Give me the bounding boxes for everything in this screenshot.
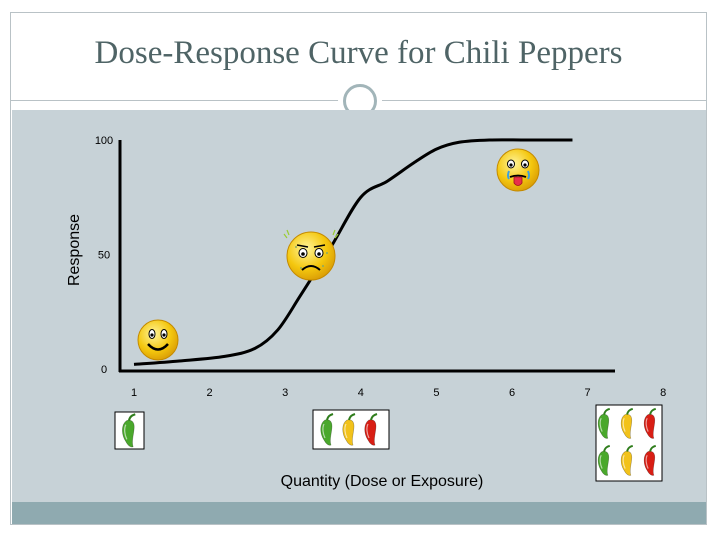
chili-pepper-icon <box>643 407 657 439</box>
happy-face-icon <box>137 319 179 361</box>
title-divider-right <box>382 100 707 101</box>
y-tick-label: 50 <box>98 250 110 262</box>
chili-pepper-icon <box>364 413 378 446</box>
x-axis-title: Quantity (Dose or Exposure) <box>281 473 484 490</box>
burning-tongue-face-icon <box>496 148 540 192</box>
chili-pepper-icon <box>643 444 657 476</box>
x-tick-label: 3 <box>282 387 288 399</box>
y-tick-label: 0 <box>101 364 107 376</box>
x-tick-label: 1 <box>131 387 137 399</box>
x-tick-label: 2 <box>207 387 213 399</box>
dose-response-curve <box>133 138 573 366</box>
chili-pepper-icon <box>597 407 611 439</box>
y-tick-label: 100 <box>95 135 113 147</box>
x-tick-label: 6 <box>509 387 515 399</box>
chili-peppers-3 <box>312 409 390 450</box>
chili-pepper-icon <box>620 407 634 439</box>
chili-pepper-icon <box>620 444 634 476</box>
x-tick-label: 4 <box>358 387 364 399</box>
chili-peppers-6 <box>595 404 663 482</box>
title-divider-left <box>10 100 340 101</box>
x-tick-label: 7 <box>585 387 591 399</box>
sick-face-icon <box>283 229 339 281</box>
chili-pepper-icon <box>342 413 356 446</box>
y-axis-title: Response <box>66 214 83 286</box>
chili-pepper-icon <box>122 413 136 448</box>
x-tick-label: 5 <box>433 387 439 399</box>
x-tick-label: 8 <box>660 387 666 399</box>
chili-pepper-icon <box>597 444 611 476</box>
chili-pepper-icon <box>320 413 334 446</box>
chili-peppers-1 <box>114 411 145 450</box>
slide-title: Dose-Response Curve for Chili Peppers <box>94 35 623 71</box>
footer-bar <box>12 502 706 524</box>
